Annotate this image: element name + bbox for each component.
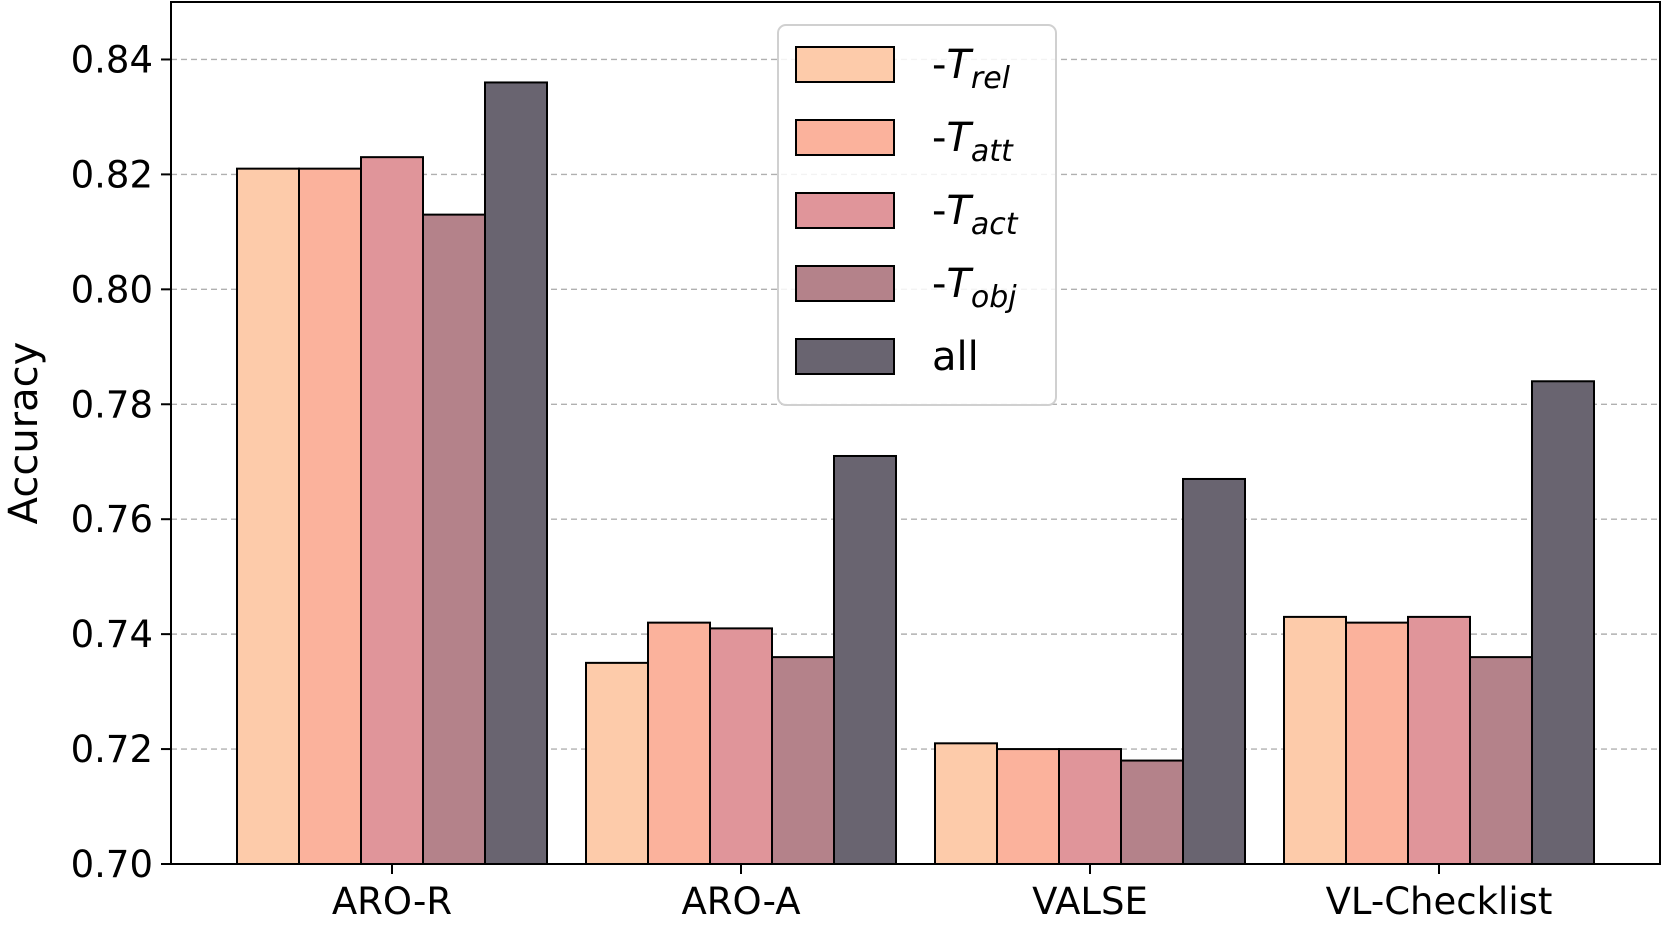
legend-label: -Tobj	[932, 261, 1017, 315]
y-tick-label: 0.70	[71, 843, 153, 886]
bar-aro-a-series-3	[771, 656, 835, 865]
legend-swatch	[795, 192, 895, 229]
bar-aro-r-series-2	[360, 156, 424, 866]
y-tick-label: 0.76	[71, 498, 153, 541]
y-axis-label: Accuracy	[1, 342, 47, 525]
y-tick-label: 0.72	[71, 728, 153, 771]
bar-aro-r-series-0	[236, 167, 300, 866]
bar-aro-r-series-4	[484, 81, 548, 866]
legend-label-subscript: act	[971, 207, 1019, 242]
bar-vl-checklist-series-0	[1283, 615, 1347, 865]
bar-aro-r-series-1	[298, 167, 362, 866]
legend-label-subscript: rel	[971, 61, 1011, 96]
bar-valse-series-1	[996, 748, 1060, 865]
bar-aro-a-series-2	[709, 627, 773, 865]
x-tick-label: ARO-A	[681, 880, 800, 923]
legend-label: -Trel	[932, 42, 1011, 96]
bar-vl-checklist-series-3	[1469, 656, 1533, 865]
bar-valse-series-0	[934, 742, 998, 866]
legend-swatch	[795, 338, 895, 375]
y-tick-label: 0.84	[71, 38, 153, 81]
legend-swatch	[795, 46, 895, 83]
bar-vl-checklist-series-1	[1345, 621, 1409, 866]
legend-swatch	[795, 265, 895, 302]
legend-label: all	[932, 334, 979, 380]
y-tick-label: 0.80	[71, 268, 153, 311]
legend-label: -Tatt	[932, 115, 1014, 169]
bar-aro-a-series-0	[585, 661, 649, 865]
y-tick-label: 0.82	[71, 153, 153, 196]
bar-vl-checklist-series-2	[1407, 615, 1471, 865]
bar-valse-series-3	[1120, 759, 1184, 865]
bar-aro-a-series-1	[647, 621, 711, 866]
bar-valse-series-2	[1058, 748, 1122, 865]
bars-layer	[236, 81, 1595, 866]
y-tick-label: 0.74	[71, 613, 153, 656]
legend-label: -Tact	[932, 188, 1019, 242]
bar-aro-r-series-3	[422, 213, 486, 866]
legend-label-subscript: obj	[971, 280, 1017, 315]
x-tick-label: VL-Checklist	[1326, 880, 1553, 923]
legend: -Trel -Tatt -Tact -Tobj all	[777, 24, 1057, 406]
y-tick-label: 0.78	[71, 383, 153, 426]
x-tick-label: VALSE	[1032, 880, 1148, 923]
legend-label-subscript: att	[971, 134, 1014, 169]
bar-vl-checklist-series-4	[1531, 380, 1595, 865]
x-tick-label: ARO-R	[332, 880, 452, 923]
legend-swatch	[795, 119, 895, 156]
plot-frame	[170, 1, 1661, 865]
bar-valse-series-4	[1182, 477, 1246, 865]
legend-label-main: all	[932, 334, 979, 380]
bar-aro-a-series-4	[833, 454, 897, 865]
